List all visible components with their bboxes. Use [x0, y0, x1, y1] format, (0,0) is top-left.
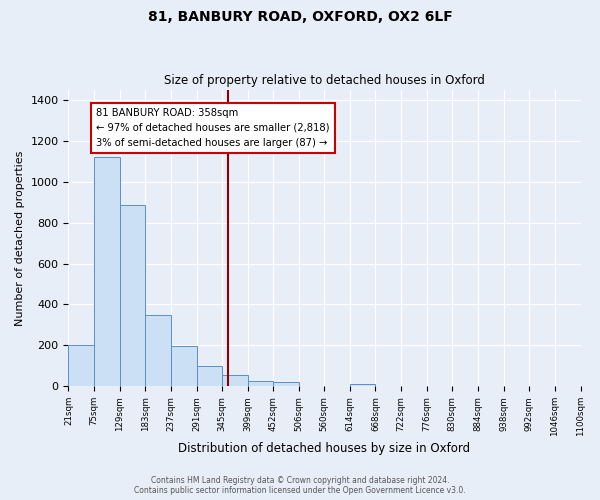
Y-axis label: Number of detached properties: Number of detached properties: [15, 150, 25, 326]
Bar: [68, 346, 94, 387]
Bar: [222, 375, 248, 386]
Title: Size of property relative to detached houses in Oxford: Size of property relative to detached ho…: [164, 74, 485, 87]
Bar: [119, 205, 145, 386]
X-axis label: Distribution of detached houses by size in Oxford: Distribution of detached houses by size …: [178, 442, 470, 455]
Bar: [145, 314, 171, 386]
Text: 81 BANBURY ROAD: 358sqm
← 97% of detached houses are smaller (2,818)
3% of semi-: 81 BANBURY ROAD: 358sqm ← 97% of detache…: [97, 108, 330, 148]
Text: 81, BANBURY ROAD, OXFORD, OX2 6LF: 81, BANBURY ROAD, OXFORD, OX2 6LF: [148, 10, 452, 24]
Text: Contains HM Land Registry data © Crown copyright and database right 2024.
Contai: Contains HM Land Registry data © Crown c…: [134, 476, 466, 495]
Bar: [171, 346, 197, 387]
Bar: [350, 384, 376, 386]
Bar: [273, 382, 299, 386]
Bar: [248, 381, 273, 386]
Bar: [94, 157, 119, 386]
Bar: [197, 366, 222, 386]
